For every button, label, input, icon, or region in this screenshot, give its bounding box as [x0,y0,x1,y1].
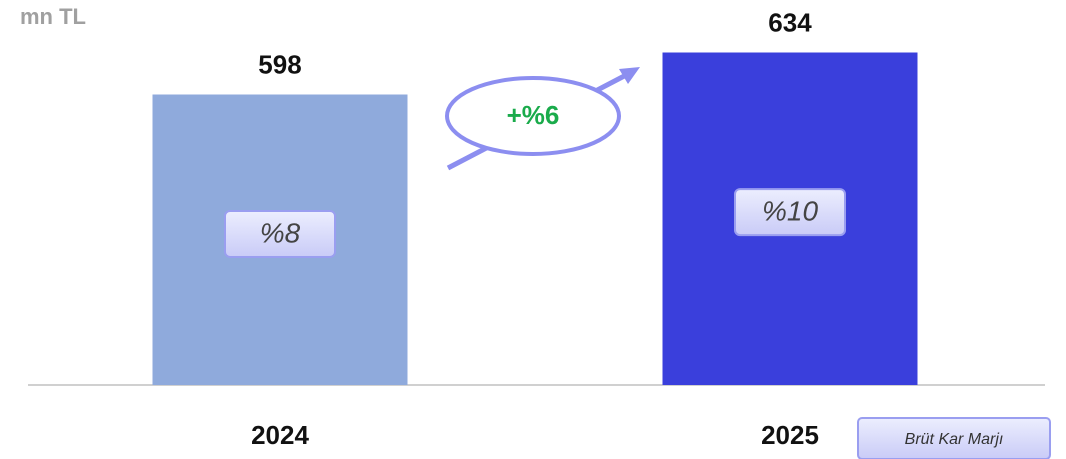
value-label: 634 [768,7,812,37]
margin-box [734,188,846,237]
margin-label: %10 [762,195,818,226]
x-tick-label: 2024 [251,420,309,450]
value-label: 598 [258,49,301,79]
x-tick-label: 2025 [761,420,819,450]
legend-label: Brüt Kar Marjı [905,431,1004,448]
margin-label: %8 [260,217,301,248]
growth-ellipse [445,76,621,156]
unit-label: mn TL [20,4,86,29]
legend-box [857,417,1051,459]
margin-box [224,209,336,258]
arrow-head [619,67,640,84]
growth-label: +%6 [507,100,560,130]
